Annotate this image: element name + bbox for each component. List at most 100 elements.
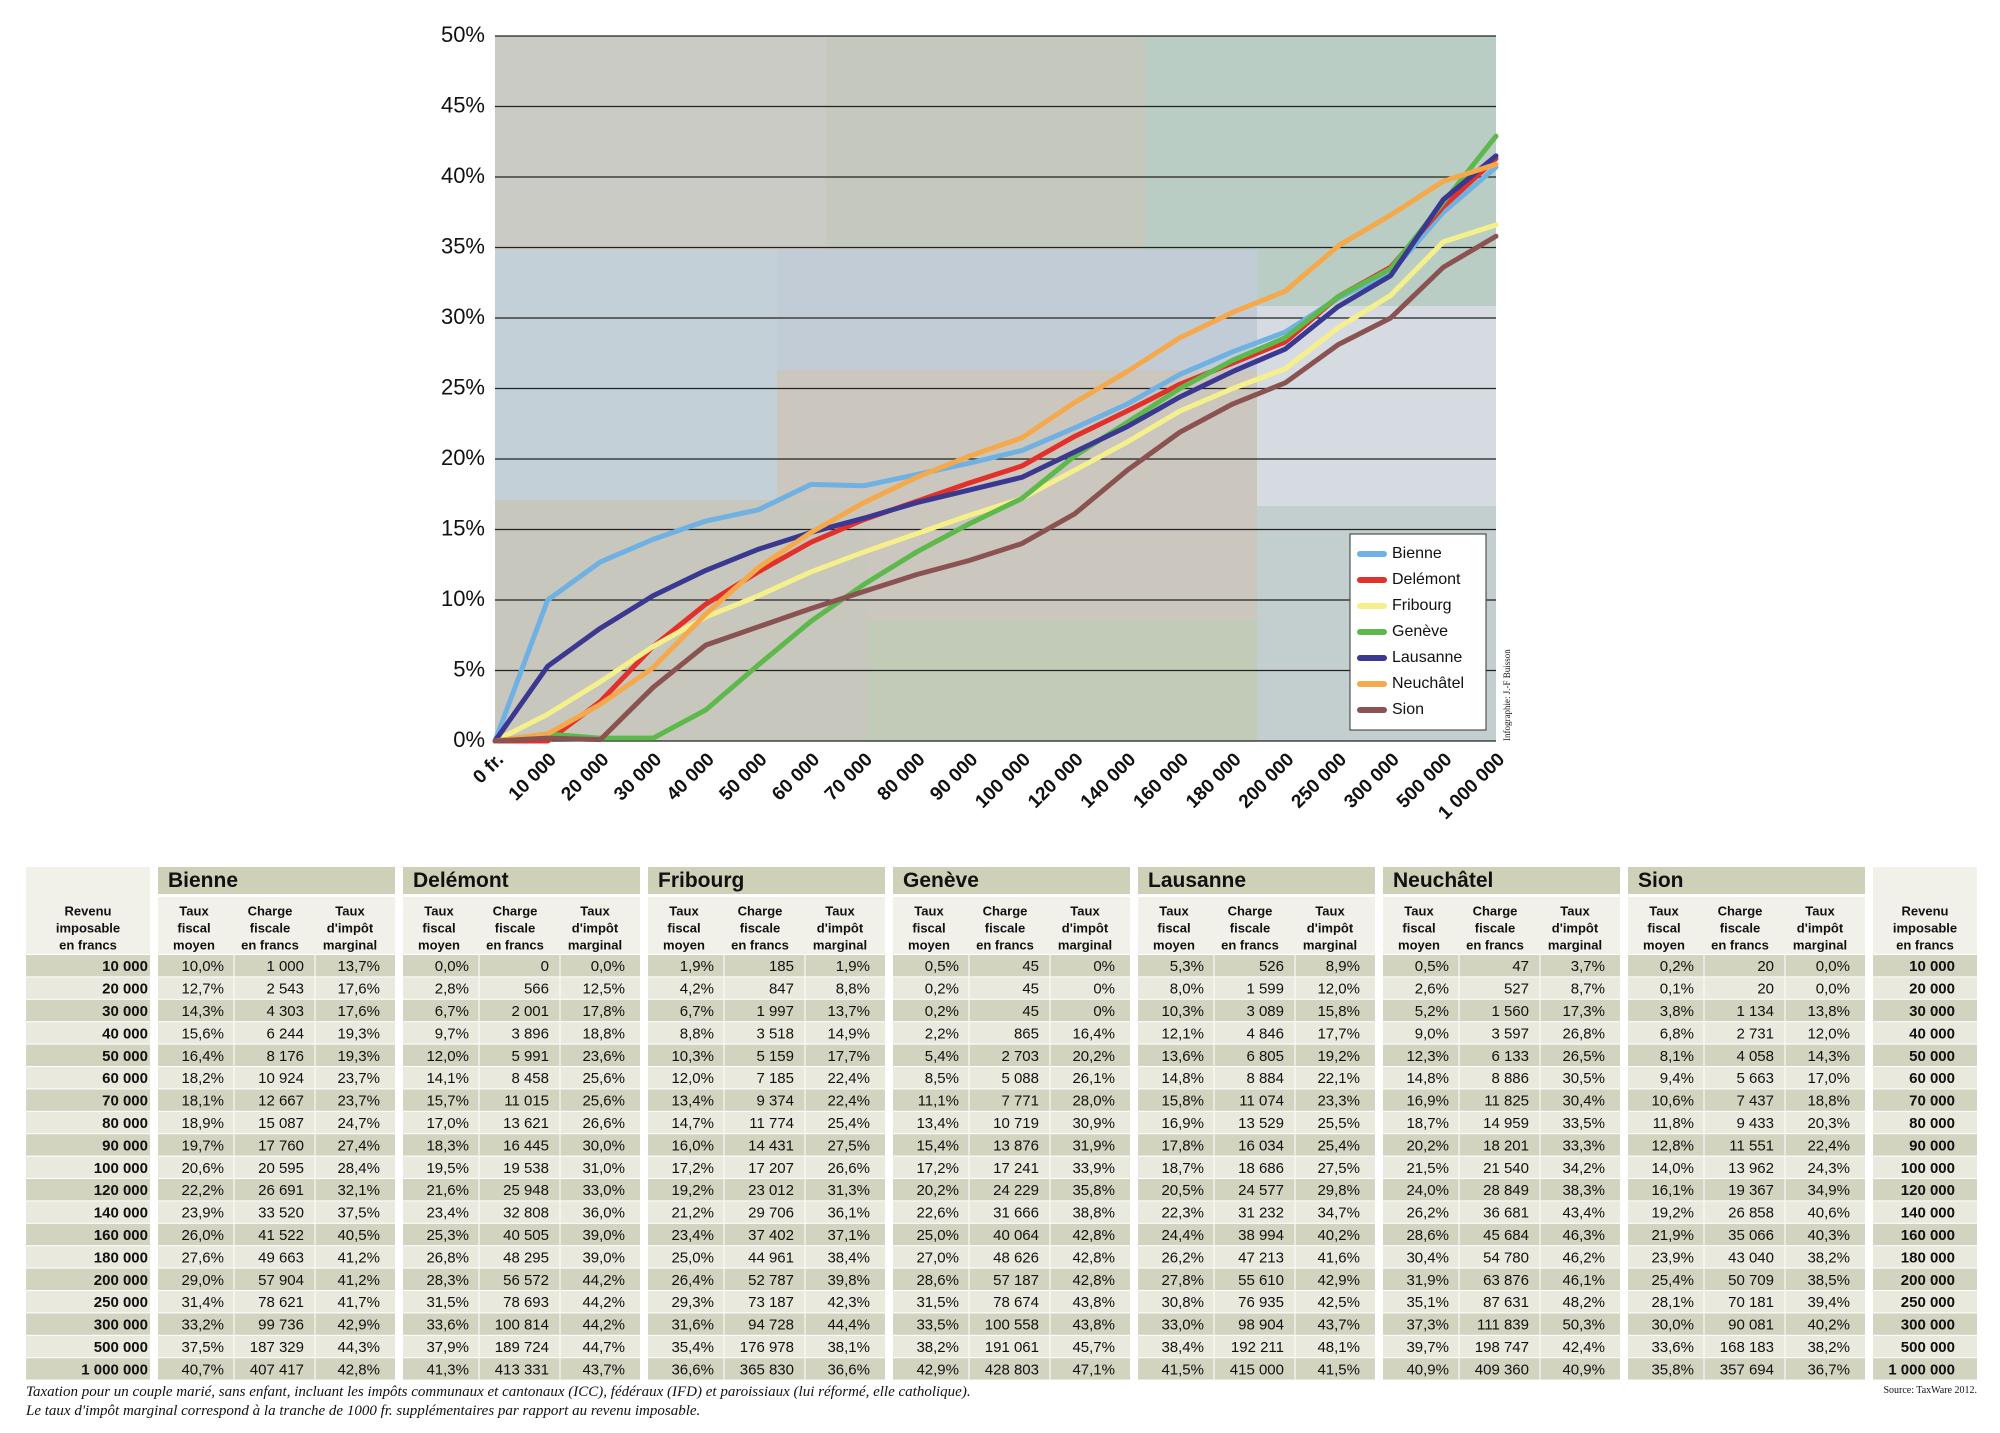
cell: 38,8%	[1072, 1205, 1115, 1222]
cell: 24 577	[1238, 1182, 1284, 1199]
cell: 35,8%	[1072, 1182, 1115, 1199]
sub-header: moyen	[908, 937, 950, 952]
cell: 8 176	[266, 1048, 304, 1065]
row-bg	[1873, 1044, 1977, 1066]
cell: 46,2%	[1562, 1249, 1605, 1266]
cell: 12,5%	[582, 981, 625, 998]
cell: 26,2%	[1161, 1249, 1204, 1266]
row-bg	[648, 1111, 885, 1134]
cell: 41 522	[258, 1227, 304, 1244]
cell: 11 774	[749, 1115, 794, 1132]
sub-header: marginal	[1058, 937, 1112, 952]
row-bg	[1383, 955, 1620, 977]
cell: 37,1%	[827, 1227, 870, 1244]
cell: 33,3%	[1562, 1137, 1605, 1154]
row-bg	[1628, 1313, 1865, 1335]
row-bg	[1628, 1201, 1865, 1223]
cell: 17,0%	[426, 1115, 469, 1132]
cell: 17 760	[258, 1137, 304, 1154]
cell: 17,0%	[1807, 1070, 1850, 1087]
cell: 31,5%	[426, 1294, 469, 1311]
cell: 23,7%	[337, 1070, 380, 1087]
cell: 37,3%	[1406, 1317, 1449, 1334]
cell: 1,9%	[680, 958, 714, 975]
cell: 9,7%	[435, 1025, 469, 1042]
cell: 7 771	[1001, 1093, 1039, 1110]
cell: 0,0%	[435, 958, 469, 975]
x-tick-label: 250 000	[1288, 749, 1351, 812]
cell: 19,2%	[1651, 1205, 1694, 1222]
cell: 176 978	[740, 1339, 794, 1356]
cell: 26,4%	[671, 1272, 714, 1289]
row-header: en francs	[1896, 937, 1954, 952]
row-bg	[403, 1358, 640, 1380]
cell: 21 540	[1483, 1160, 1529, 1177]
x-tick-label: 10 000	[505, 749, 561, 805]
sub-header: en francs	[731, 937, 789, 952]
cell: 2 001	[511, 1003, 549, 1020]
group-header-bg	[893, 867, 1130, 894]
x-tick-label: 50 000	[716, 749, 772, 805]
cell: 19,5%	[426, 1160, 469, 1177]
x-tick-label: 100 000	[972, 749, 1035, 812]
sub-header-bg	[1138, 897, 1375, 954]
row-income: 250 000	[1901, 1294, 1955, 1311]
cell: 15 087	[258, 1115, 304, 1132]
cell: 42,8%	[1072, 1272, 1115, 1289]
cell: 31,6%	[671, 1317, 714, 1334]
cell: 38,4%	[1161, 1339, 1204, 1356]
cell: 19,2%	[671, 1182, 714, 1199]
cell: 16,4%	[1072, 1025, 1115, 1042]
cell: 5 088	[1001, 1070, 1039, 1087]
cell: 24,0%	[1406, 1182, 1449, 1199]
cell: 48,2%	[1562, 1294, 1605, 1311]
sub-header: fiscale	[985, 920, 1025, 935]
cell: 15,7%	[426, 1093, 469, 1110]
cell: 8 458	[511, 1070, 549, 1087]
cell: 18 686	[1238, 1160, 1284, 1177]
cell: 17 241	[993, 1160, 1039, 1177]
sub-header-bg	[1628, 897, 1865, 954]
cell: 22,4%	[827, 1070, 870, 1087]
cell: 33,6%	[1651, 1339, 1694, 1356]
cell: 38,2%	[1807, 1249, 1850, 1266]
row-bg	[26, 1044, 150, 1066]
cell: 41,2%	[337, 1272, 380, 1289]
cell: 22,6%	[916, 1205, 959, 1222]
row-header: imposable	[56, 920, 120, 935]
cell: 2 731	[1736, 1025, 1774, 1042]
row-bg	[648, 1134, 885, 1156]
cell: 28,6%	[916, 1272, 959, 1289]
row-bg	[158, 999, 395, 1022]
row-bg	[1873, 1022, 1977, 1044]
cell: 33,6%	[426, 1317, 469, 1334]
cell: 11,8%	[1653, 1115, 1694, 1132]
row-bg	[1873, 1067, 1977, 1089]
row-income: 30 000	[1909, 1003, 1955, 1020]
row-bg	[893, 1044, 1130, 1066]
cell: 20	[1757, 958, 1774, 975]
cell: 29 706	[748, 1205, 794, 1222]
cell: 42,3%	[827, 1294, 870, 1311]
cell: 12 667	[258, 1093, 304, 1110]
cell: 38 994	[1238, 1227, 1284, 1244]
cell: 15,6%	[181, 1025, 224, 1042]
cell: 47,1%	[1072, 1361, 1115, 1378]
sub-header: fiscal	[667, 920, 700, 935]
cell: 16 445	[503, 1137, 549, 1154]
sub-header: Taux	[669, 903, 699, 918]
sub-header: moyen	[418, 937, 460, 952]
cell: 42,4%	[1562, 1339, 1605, 1356]
cell: 5,2%	[1415, 1003, 1449, 1020]
row-income: 20 000	[102, 981, 148, 998]
cell: 24,4%	[1161, 1227, 1204, 1244]
cell: 36,7%	[1807, 1361, 1850, 1378]
cell: 24 229	[993, 1182, 1039, 1199]
cell: 29,3%	[671, 1294, 714, 1311]
cell: 35,8%	[1651, 1361, 1694, 1378]
cell: 78 621	[258, 1294, 304, 1311]
cell: 14,3%	[181, 1003, 224, 1020]
cell: 40,2%	[1317, 1227, 1360, 1244]
cell: 13,7%	[827, 1003, 870, 1020]
row-bg	[1138, 1156, 1375, 1178]
